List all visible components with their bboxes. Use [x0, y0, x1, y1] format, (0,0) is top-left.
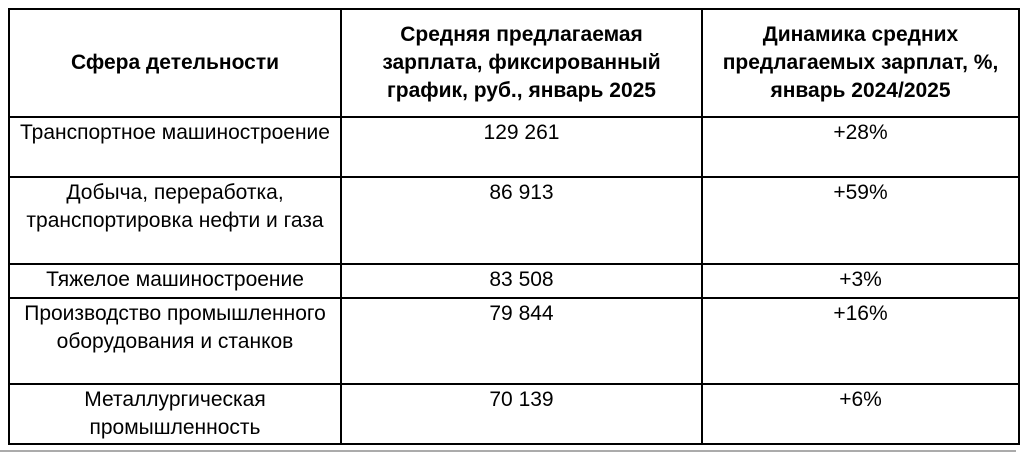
table-row: Добыча, переработка, транспортировка неф… [8, 176, 1020, 265]
cell-sector: Производство промышленного оборудования … [8, 297, 342, 385]
cell-sector: Тяжелое машиностроение [8, 263, 342, 299]
cell-sector: Добыча, переработка, транспортировка неф… [8, 176, 342, 265]
cell-sector: Металлургическая промышленность [8, 383, 342, 445]
table-row: Тяжелое машиностроение 83 508 +3% [8, 263, 1020, 299]
page-edge-line [0, 450, 1016, 452]
cell-dynamics: +16% [701, 297, 1020, 385]
cell-dynamics: +6% [701, 383, 1020, 445]
table-row: Металлургическая промышленность 70 139 +6% [8, 383, 1020, 445]
column-header-sector: Сфера детельности [8, 8, 342, 118]
cell-salary: 79 844 [340, 297, 703, 385]
cell-salary: 70 139 [340, 383, 703, 445]
salary-table-container: Сфера детельности Средняя предлагаемая з… [8, 8, 1020, 445]
table-body: Транспортное машиностроение 129 261 +28% До… [8, 116, 1020, 445]
salary-table: Сфера детельности Средняя предлагаемая з… [8, 8, 1020, 445]
cell-dynamics: +3% [701, 263, 1020, 299]
table-row: Транспортное машиностроение 129 261 +28% [8, 116, 1020, 178]
cell-salary: 129 261 [340, 116, 703, 178]
cell-sector: Транспортное машиностроение [8, 116, 342, 178]
cell-salary: 83 508 [340, 263, 703, 299]
cell-dynamics: +59% [701, 176, 1020, 265]
cell-dynamics: +28% [701, 116, 1020, 178]
cell-salary: 86 913 [340, 176, 703, 265]
column-header-dynamics: Динамика средних предлагаемых зарплат, %… [701, 8, 1020, 118]
table-header-row: Сфера детельности Средняя предлагаемая з… [8, 8, 1020, 118]
table-row: Производство промышленного оборудования … [8, 297, 1020, 385]
column-header-salary: Средняя предлагаемая зарплата, фиксирова… [340, 8, 703, 118]
